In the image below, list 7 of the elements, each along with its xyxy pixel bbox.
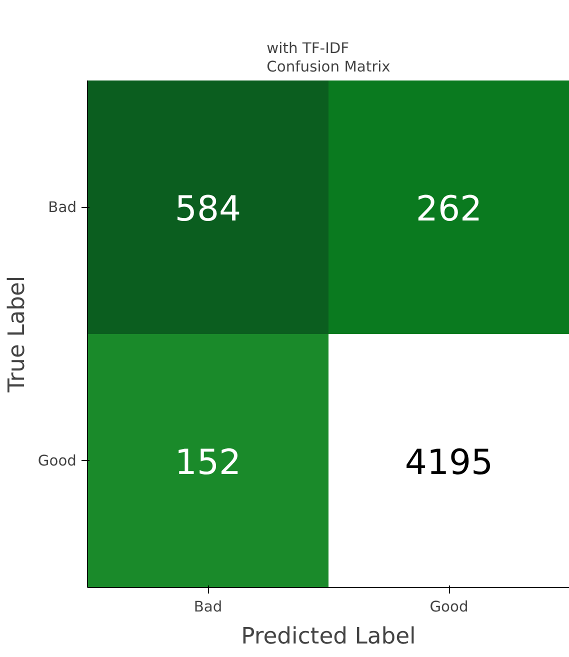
data-label: 262	[416, 189, 482, 230]
data-label: 4195	[404, 442, 494, 483]
data-label: 152	[174, 442, 242, 483]
x-axis-title: Predicted Label	[241, 624, 416, 650]
chart-title: with TF-IDF Confusion Matrix	[266, 40, 391, 76]
y-axis-title: True Label	[4, 276, 30, 394]
data-label: 584	[174, 189, 242, 230]
